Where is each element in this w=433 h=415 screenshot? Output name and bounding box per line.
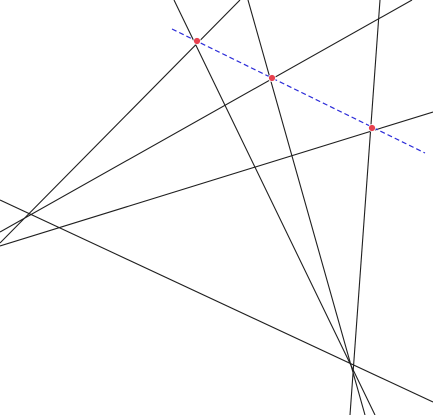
points-group [193, 37, 376, 132]
intersection-point-3 [368, 124, 376, 132]
collinear-dashed-line [171, 28, 426, 154]
line-3 [0, 111, 433, 247]
intersection-point-2 [268, 74, 276, 82]
line-5 [173, 0, 376, 415]
line-7 [349, 0, 381, 415]
intersection-point-1 [193, 37, 201, 45]
line-6 [247, 0, 366, 415]
line-2 [0, 0, 413, 233]
line-4 [0, 199, 433, 403]
